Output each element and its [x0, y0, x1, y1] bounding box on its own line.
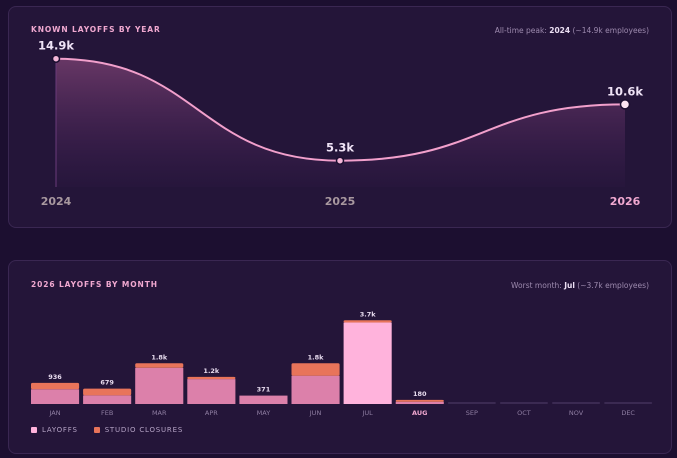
- yearly-point-2024: [51, 54, 61, 63]
- yearly-value-label-2026: 10.6k: [607, 84, 643, 98]
- month-tick-label-MAR: MAR: [152, 409, 167, 417]
- month-tick-label-APR: APR: [205, 409, 218, 417]
- legend-item-studio-closures[interactable]: STUDIO CLOSURES: [93, 426, 184, 434]
- monthly-chart-title: 2026 LAYOFFS BY MONTH: [31, 280, 158, 289]
- yearly-area-fill: [56, 58, 625, 187]
- month-closures-bar-AUG: [395, 399, 444, 402]
- month-layoffs-bar-JUN: [291, 375, 340, 404]
- month-empty-bar-SEP: [447, 402, 496, 404]
- month-closures-bar-JAN: [31, 382, 80, 390]
- month-tick-label-DEC: DEC: [621, 409, 635, 417]
- month-layoffs-bar-FEB: [83, 395, 132, 404]
- month-layoffs-bar-JAN: [31, 389, 80, 404]
- month-tick-label-JUL: JUL: [362, 409, 374, 417]
- month-layoffs-bar-JUL: [343, 322, 392, 404]
- yearly-peak-note: All-time peak: 2024 (~14.9k employees): [495, 26, 649, 35]
- peak-note-prefix: All-time peak:: [494, 26, 550, 35]
- month-empty-bar-OCT: [499, 402, 548, 404]
- month-layoffs-bar-MAR: [135, 367, 184, 404]
- monthly-layoffs-panel: 2026 LAYOFFS BY MONTH Worst month: Jul (…: [8, 260, 672, 454]
- month-total-label-FEB: 679: [100, 379, 114, 387]
- month-closures-bar-MAR: [135, 363, 184, 368]
- studio-closures-swatch: [93, 427, 100, 433]
- yearly-area-chart: 14.9k 2024 5.3k 2025 10.6k 2026: [38, 39, 643, 208]
- month-layoffs-bar-APR: [187, 379, 236, 404]
- yearly-tick-label-2024: 2024: [41, 195, 72, 208]
- yearly-tick-label-2026: 2026: [610, 195, 641, 208]
- month-empty-bar-NOV: [552, 402, 601, 404]
- month-total-label-JUL: 3.7k: [360, 310, 377, 318]
- month-tick-label-NOV: NOV: [569, 409, 584, 417]
- month-total-label-JAN: 936: [48, 373, 62, 381]
- worst-note-suffix: (~3.7k employees): [574, 281, 649, 290]
- month-closures-bar-FEB: [83, 388, 132, 396]
- worst-note-value: Jul: [564, 281, 575, 290]
- month-tick-label-MAY: MAY: [257, 409, 271, 417]
- monthly-bar-chart: 936 JAN 679 FEB 1.8k MAR 1.2k APR 371 MAY 1.8k JUN 3…: [31, 310, 653, 417]
- month-total-label-MAR: 1.8k: [151, 353, 168, 361]
- month-tick-label-SEP: SEP: [466, 409, 478, 417]
- month-layoffs-bar-AUG: [395, 401, 444, 404]
- yearly-chart-title: KNOWN LAYOFFS BY YEAR: [31, 25, 161, 34]
- month-tick-label-AUG: AUG: [412, 409, 427, 417]
- yearly-layoffs-panel: KNOWN LAYOFFS BY YEAR All-time peak: 202…: [8, 6, 672, 228]
- peak-note-suffix: (~14.9k employees): [570, 26, 650, 35]
- legend-label-layoffs: LAYOFFS: [42, 426, 78, 434]
- month-closures-bar-APR: [187, 376, 236, 380]
- yearly-tick-label-2025: 2025: [325, 195, 356, 208]
- month-total-label-APR: 1.2k: [203, 367, 220, 375]
- legend-label-studio-closures: STUDIO CLOSURES: [104, 426, 184, 434]
- legend-item-layoffs[interactable]: LAYOFFS: [31, 426, 78, 434]
- month-total-label-JUN: 1.8k: [308, 353, 325, 361]
- month-closures-bar-JUL: [343, 320, 392, 323]
- month-total-label-AUG: 180: [413, 390, 427, 398]
- month-tick-label-JAN: JAN: [48, 409, 60, 417]
- peak-note-value: 2024: [549, 26, 571, 35]
- month-tick-label-OCT: OCT: [517, 409, 531, 417]
- yearly-point-2026: [619, 99, 631, 110]
- month-tick-label-FEB: FEB: [101, 409, 113, 417]
- chart-legend: LAYOFFS STUDIO CLOSURES: [31, 426, 183, 434]
- month-closures-bar-JUN: [291, 363, 340, 376]
- worst-month-note: Worst month: Jul (~3.7k employees): [511, 281, 649, 290]
- month-tick-label-JUN: JUN: [309, 409, 322, 417]
- yearly-point-2025: [335, 156, 345, 165]
- month-empty-bar-DEC: [604, 402, 653, 404]
- yearly-value-label-2024: 14.9k: [38, 39, 74, 53]
- month-layoffs-bar-MAY: [239, 395, 288, 404]
- month-total-label-MAY: 371: [257, 386, 271, 394]
- layoffs-swatch: [31, 427, 37, 433]
- worst-note-prefix: Worst month:: [511, 281, 565, 290]
- yearly-value-label-2025: 5.3k: [326, 141, 354, 155]
